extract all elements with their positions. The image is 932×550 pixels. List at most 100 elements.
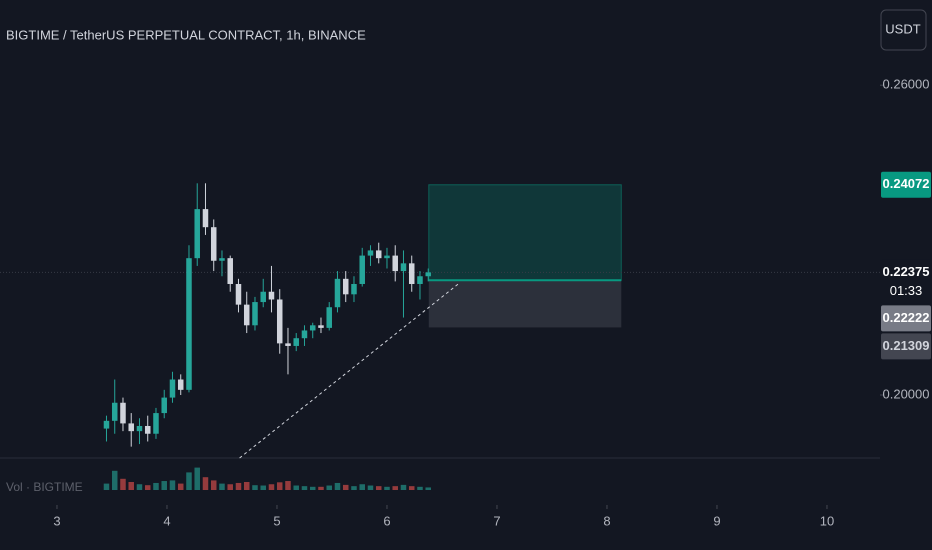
volume-bar (417, 486, 423, 490)
candle-body (120, 402, 126, 424)
volume-label: Vol · BIGTIME (6, 480, 83, 494)
x-tick-label: 7 (493, 513, 500, 528)
target-price-label: 0.24072 (883, 176, 930, 191)
volume-bar (227, 484, 233, 490)
volume-bar (161, 481, 167, 490)
candle-body (210, 227, 217, 261)
last-price-label: 0.22375 (883, 264, 930, 279)
candle-body (359, 255, 365, 284)
volume-bar (318, 486, 324, 490)
candle-body (400, 263, 407, 272)
volume-bar (309, 486, 316, 490)
candle-body (351, 283, 357, 295)
volume-bar (276, 482, 283, 490)
volume-bar (293, 485, 299, 490)
volume-bar (400, 484, 407, 490)
candle-body (309, 325, 316, 331)
volume-bar (169, 480, 176, 490)
candle-body (169, 379, 176, 398)
stop-price-label-bg (881, 333, 931, 360)
candle-body (384, 255, 390, 259)
x-tick-label: 6 (383, 513, 390, 528)
volume-bar (136, 484, 143, 490)
x-tick-label: 5 (273, 513, 280, 528)
volume-bar (235, 482, 242, 490)
candle-body (408, 263, 415, 284)
volume-bar (153, 482, 159, 490)
volume-bar (334, 482, 341, 490)
entry-price-label: 0.22222 (883, 310, 930, 325)
volume-bar (219, 483, 225, 490)
candle-body (285, 343, 291, 346)
candle-body (235, 283, 242, 305)
candle-body (375, 250, 382, 259)
candle-body (144, 425, 151, 434)
volume-bar (144, 485, 151, 490)
candle-body (425, 272, 431, 277)
candle-body (194, 209, 200, 259)
candle-body (252, 302, 258, 326)
candle-body (219, 258, 225, 261)
candle-body (318, 325, 324, 328)
candle-body (111, 402, 118, 421)
candle-body (334, 278, 341, 308)
volume-bar (326, 485, 332, 490)
volume-bar (375, 486, 382, 490)
currency[interactable]: USDT (885, 21, 920, 36)
position-stop-zone (428, 280, 622, 328)
target-price-label-bg (881, 171, 931, 198)
candle-body (417, 276, 423, 284)
volume-bar (268, 484, 275, 490)
candle-body (227, 258, 233, 284)
volume-bar (103, 483, 110, 490)
countdown: 01:33 (890, 283, 923, 298)
x-tick-label: 10 (820, 513, 834, 528)
volume-bar (177, 483, 184, 490)
candle-body (392, 255, 398, 272)
candle-body (301, 330, 308, 339)
y-tick-label: 0.26000 (883, 77, 930, 92)
volume-bar (252, 485, 258, 490)
volume-bar (351, 486, 357, 490)
volume-bar (210, 480, 217, 490)
position-target-zone (428, 184, 622, 281)
volume-bar (128, 482, 134, 490)
candle-body (367, 250, 374, 256)
volume-bar (425, 487, 431, 490)
x-tick-label: 3 (53, 513, 60, 528)
volume-bar (202, 477, 209, 490)
volume-bar (260, 485, 266, 490)
candle-body (103, 420, 110, 429)
volume-bar (342, 484, 349, 490)
candle-body (326, 307, 332, 328)
x-tick-label: 8 (603, 513, 610, 528)
candle-body (186, 258, 192, 390)
candle-body (128, 423, 134, 432)
x-tick-label: 9 (713, 513, 720, 528)
volume-bar (301, 486, 308, 490)
entry-price-label-bg (881, 305, 931, 332)
volume-bar (384, 486, 390, 490)
trend-line (239, 282, 460, 459)
candle-body (136, 425, 143, 432)
volume-bar (367, 485, 374, 490)
volume-bar (120, 478, 126, 490)
volume-bar (194, 467, 200, 490)
stop-price-label: 0.21309 (883, 338, 930, 353)
candle-body (177, 379, 184, 390)
y-tick-label: 0.20000 (883, 386, 930, 401)
candle-body (342, 278, 349, 295)
chart-title: BIGTIME / TetherUS PERPETUAL CONTRACT, 1… (6, 27, 366, 42)
candle-body (243, 304, 250, 326)
currency-button[interactable] (880, 9, 927, 51)
candle-body (276, 299, 283, 344)
volume-bar (408, 486, 415, 490)
last-price-label-bg (881, 259, 931, 304)
candle-body (293, 338, 299, 346)
candle-body (202, 209, 209, 228)
x-tick-label: 4 (163, 513, 170, 528)
volume-bar (285, 481, 291, 490)
volume-bar (359, 484, 365, 490)
volume-bar (243, 482, 250, 490)
